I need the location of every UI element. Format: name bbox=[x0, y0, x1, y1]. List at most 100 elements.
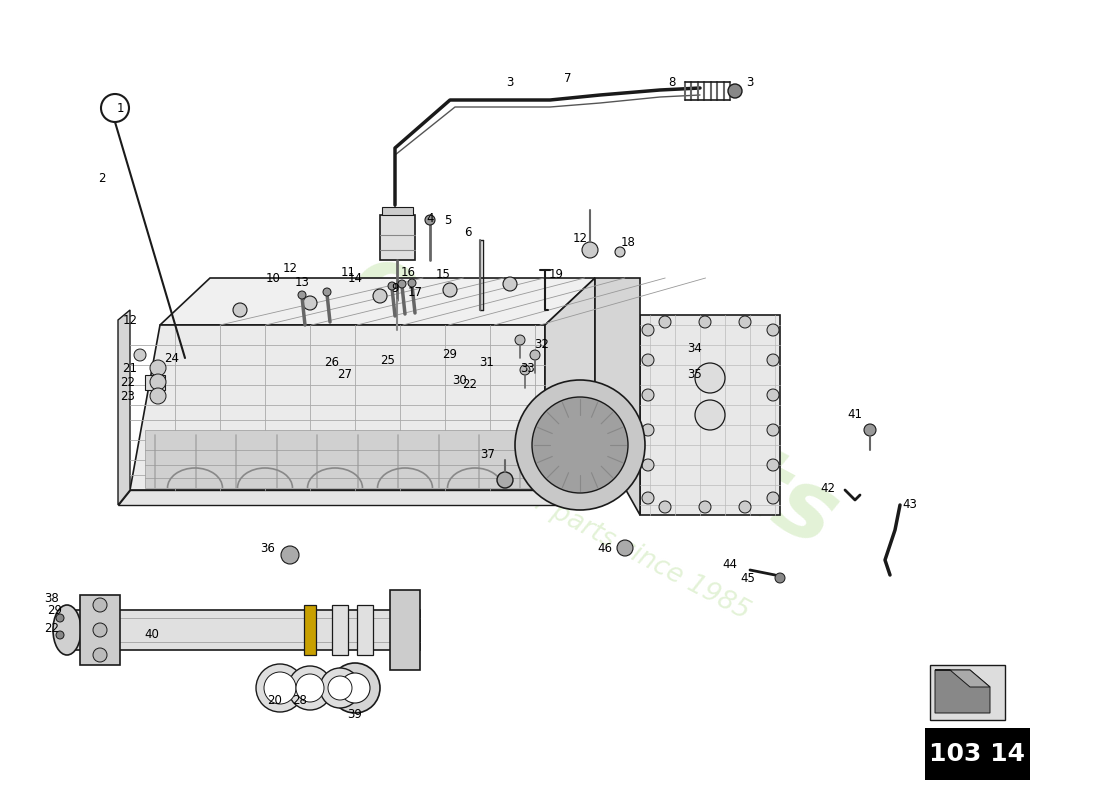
Circle shape bbox=[530, 350, 540, 360]
Circle shape bbox=[767, 492, 779, 504]
Polygon shape bbox=[304, 605, 316, 655]
Text: 13: 13 bbox=[295, 275, 309, 289]
Polygon shape bbox=[930, 665, 1005, 720]
Circle shape bbox=[328, 676, 352, 700]
Circle shape bbox=[302, 296, 317, 310]
Circle shape bbox=[515, 380, 645, 510]
Circle shape bbox=[288, 666, 332, 710]
Circle shape bbox=[695, 400, 725, 430]
Circle shape bbox=[642, 492, 654, 504]
Text: 26: 26 bbox=[324, 355, 340, 369]
Text: a passion for parts since 1985: a passion for parts since 1985 bbox=[390, 415, 754, 625]
Circle shape bbox=[776, 573, 785, 583]
Circle shape bbox=[642, 389, 654, 401]
Circle shape bbox=[659, 501, 671, 513]
Text: 32: 32 bbox=[535, 338, 549, 351]
Circle shape bbox=[150, 360, 166, 376]
Circle shape bbox=[642, 354, 654, 366]
Text: 31: 31 bbox=[480, 355, 494, 369]
Circle shape bbox=[150, 374, 166, 390]
Text: 7: 7 bbox=[564, 71, 572, 85]
Text: 29: 29 bbox=[442, 349, 458, 362]
Polygon shape bbox=[118, 490, 557, 505]
Polygon shape bbox=[358, 605, 373, 655]
Circle shape bbox=[94, 598, 107, 612]
Circle shape bbox=[320, 668, 360, 708]
Circle shape bbox=[642, 324, 654, 336]
Text: 23: 23 bbox=[121, 390, 135, 403]
Circle shape bbox=[659, 316, 671, 328]
Polygon shape bbox=[332, 605, 348, 655]
Polygon shape bbox=[160, 278, 595, 325]
Polygon shape bbox=[640, 315, 780, 515]
Text: 21: 21 bbox=[122, 362, 138, 374]
Text: 25: 25 bbox=[381, 354, 395, 366]
Circle shape bbox=[615, 247, 625, 257]
Text: 5: 5 bbox=[444, 214, 452, 226]
Text: 10: 10 bbox=[265, 271, 280, 285]
Text: 41: 41 bbox=[847, 409, 862, 422]
Circle shape bbox=[503, 277, 517, 291]
Text: 15: 15 bbox=[436, 269, 450, 282]
Text: 33: 33 bbox=[520, 362, 536, 374]
Polygon shape bbox=[379, 215, 415, 260]
Circle shape bbox=[642, 424, 654, 436]
Text: 1: 1 bbox=[117, 102, 123, 114]
Circle shape bbox=[298, 291, 306, 299]
Text: 2: 2 bbox=[98, 171, 106, 185]
Circle shape bbox=[698, 501, 711, 513]
Polygon shape bbox=[382, 207, 412, 215]
Circle shape bbox=[767, 324, 779, 336]
Text: 34: 34 bbox=[688, 342, 703, 354]
Polygon shape bbox=[145, 430, 530, 488]
Text: 46: 46 bbox=[597, 542, 613, 554]
Circle shape bbox=[695, 363, 725, 393]
Text: 3: 3 bbox=[506, 75, 514, 89]
Circle shape bbox=[330, 663, 380, 713]
Circle shape bbox=[443, 283, 456, 297]
Circle shape bbox=[532, 397, 628, 493]
Text: 8: 8 bbox=[669, 75, 675, 89]
Polygon shape bbox=[145, 375, 165, 390]
Circle shape bbox=[728, 84, 743, 98]
Circle shape bbox=[280, 546, 299, 564]
Circle shape bbox=[296, 674, 324, 702]
Text: 29: 29 bbox=[47, 603, 63, 617]
Circle shape bbox=[617, 540, 632, 556]
Circle shape bbox=[340, 673, 370, 703]
Circle shape bbox=[373, 289, 387, 303]
Circle shape bbox=[256, 664, 304, 712]
Circle shape bbox=[582, 242, 598, 258]
Text: 11: 11 bbox=[341, 266, 355, 278]
Text: 14: 14 bbox=[348, 271, 363, 285]
Text: 42: 42 bbox=[821, 482, 836, 494]
Text: 19: 19 bbox=[549, 269, 563, 282]
Circle shape bbox=[94, 623, 107, 637]
Circle shape bbox=[408, 279, 416, 287]
Circle shape bbox=[739, 501, 751, 513]
Text: 37: 37 bbox=[481, 449, 495, 462]
Circle shape bbox=[767, 459, 779, 471]
Polygon shape bbox=[390, 590, 420, 670]
Text: 3: 3 bbox=[746, 75, 754, 89]
Text: 38: 38 bbox=[45, 591, 59, 605]
Polygon shape bbox=[65, 610, 420, 650]
Text: 28: 28 bbox=[293, 694, 307, 706]
Polygon shape bbox=[935, 670, 990, 687]
Text: 39: 39 bbox=[348, 709, 362, 722]
Text: 12: 12 bbox=[122, 314, 138, 326]
Circle shape bbox=[520, 365, 530, 375]
Circle shape bbox=[134, 349, 146, 361]
Text: 17: 17 bbox=[407, 286, 422, 298]
Text: 22: 22 bbox=[44, 622, 59, 634]
Circle shape bbox=[56, 631, 64, 639]
Circle shape bbox=[264, 672, 296, 704]
Text: 27: 27 bbox=[338, 369, 352, 382]
Circle shape bbox=[739, 316, 751, 328]
Text: 40: 40 bbox=[144, 629, 159, 642]
Polygon shape bbox=[118, 310, 130, 505]
Text: 18: 18 bbox=[620, 235, 636, 249]
Circle shape bbox=[642, 459, 654, 471]
Text: 22: 22 bbox=[462, 378, 477, 391]
Polygon shape bbox=[544, 278, 595, 490]
